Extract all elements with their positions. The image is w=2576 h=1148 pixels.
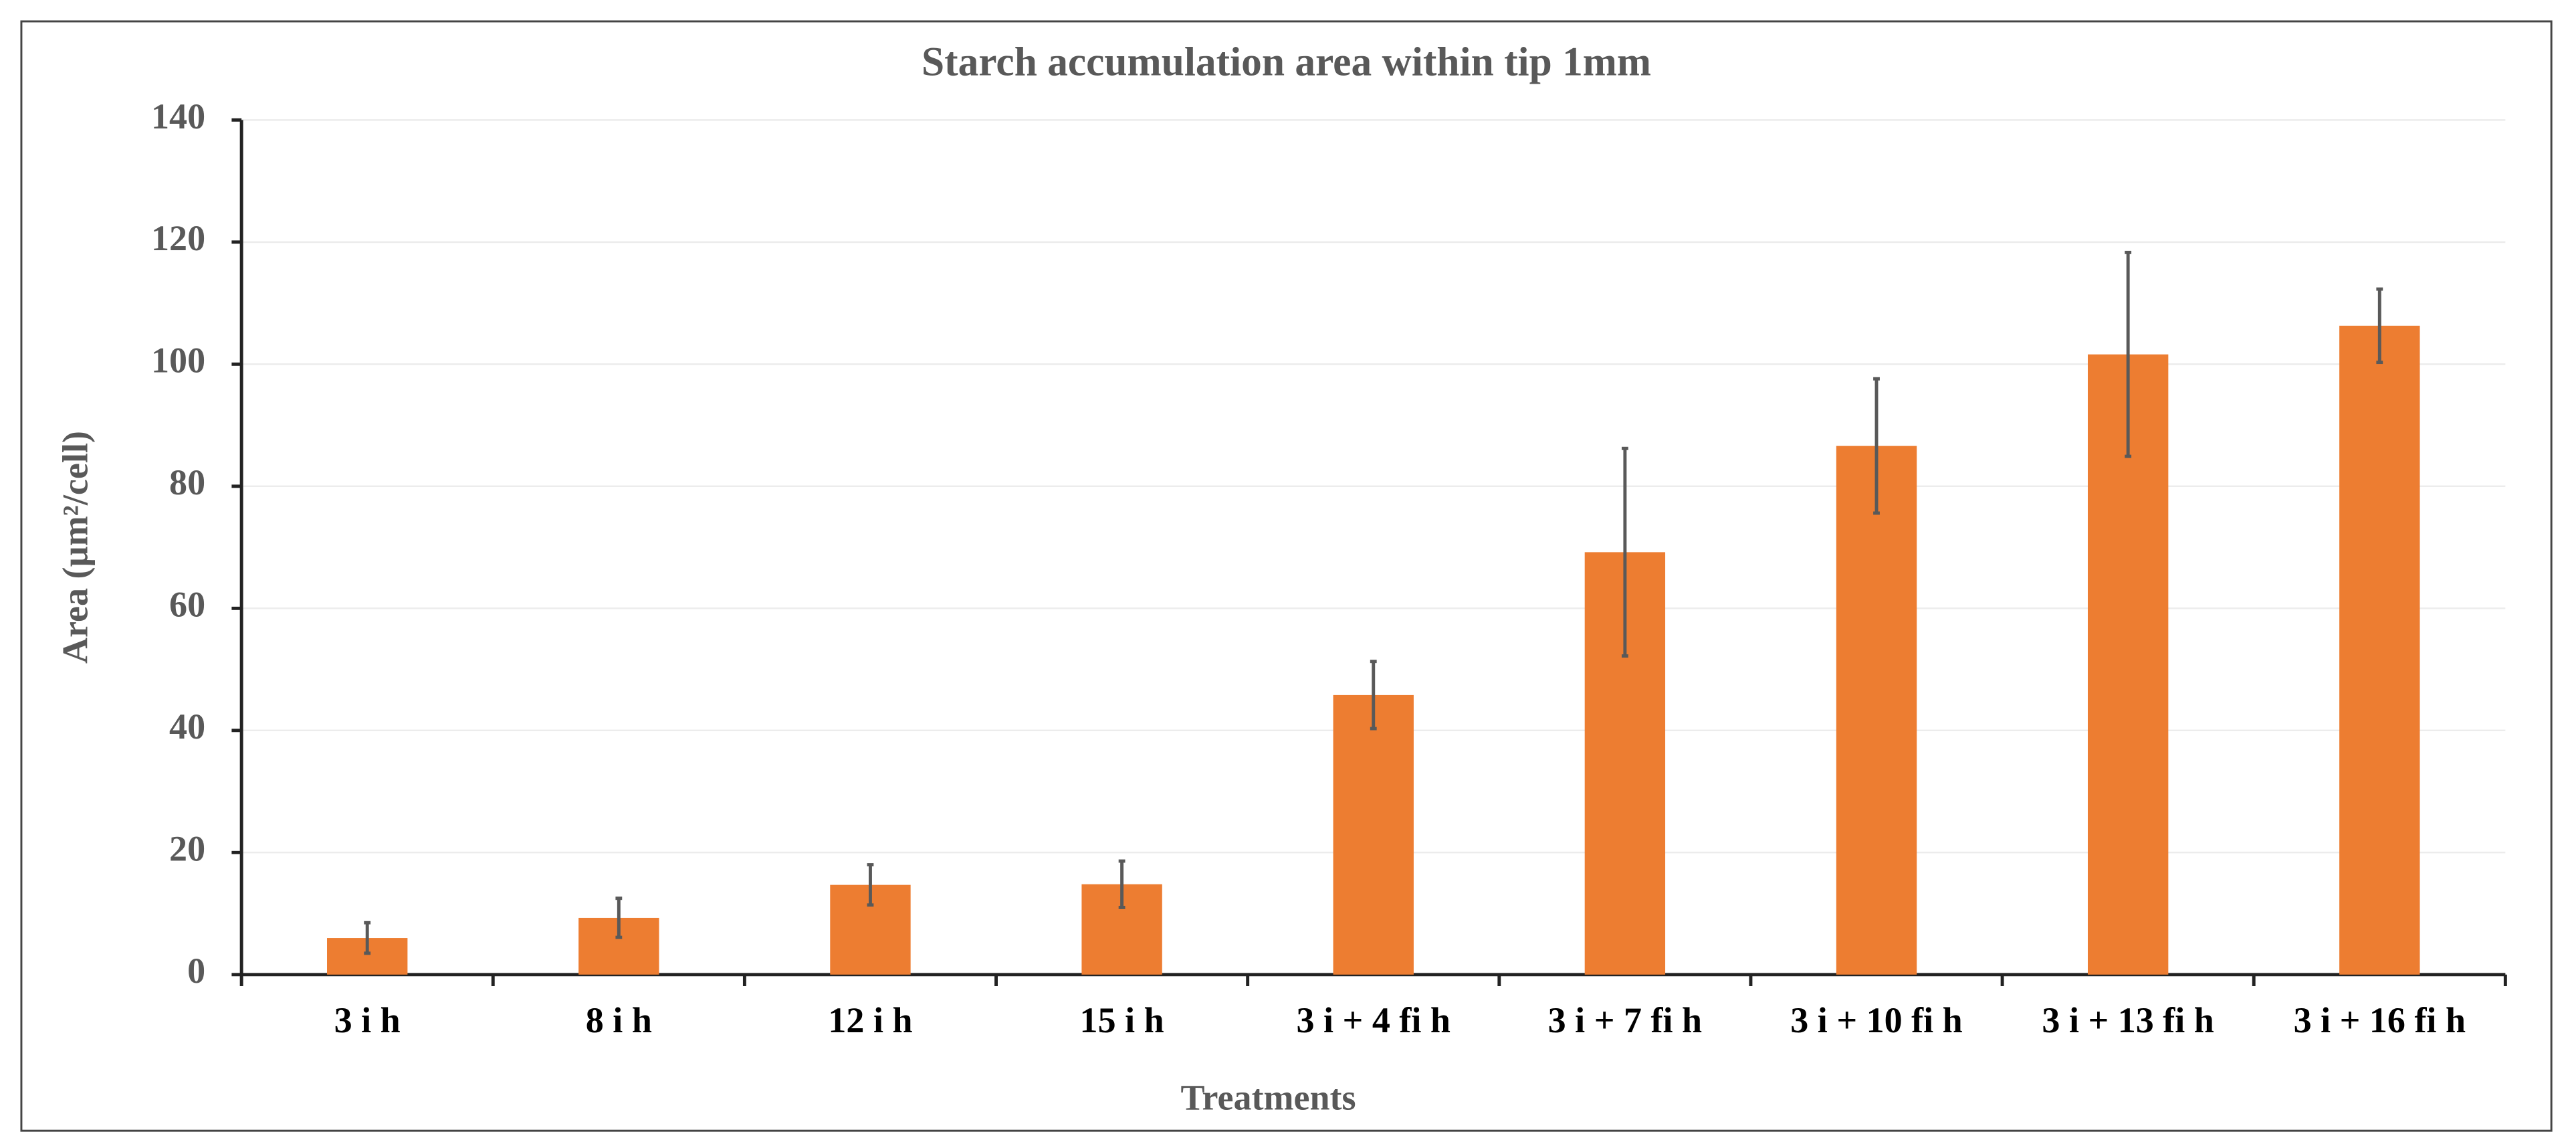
x-tick-label: 3 i + 13 fi h xyxy=(2042,1000,2214,1040)
y-tick-label: 0 xyxy=(187,951,205,991)
bar xyxy=(2339,325,2420,975)
x-tick-label: 8 i h xyxy=(586,1000,652,1040)
y-tick-label: 100 xyxy=(151,341,205,381)
y-axis-title: Area (µm²/cell) xyxy=(55,431,95,664)
chart-title: Starch accumulation area within tip 1mm xyxy=(922,39,1651,84)
x-tick-label: 3 i + 10 fi h xyxy=(1790,1000,1962,1040)
x-tick-label: 3 i + 4 fi h xyxy=(1297,1000,1451,1040)
y-tick-label: 140 xyxy=(151,96,205,136)
y-tick-label: 120 xyxy=(151,218,205,258)
x-tick-label: 3 i + 16 fi h xyxy=(2294,1000,2466,1040)
bar xyxy=(1333,694,1414,975)
x-tick-label: 15 i h xyxy=(1080,1000,1164,1040)
x-tick-label: 3 i h xyxy=(334,1000,401,1040)
y-tick-label: 60 xyxy=(169,585,205,625)
y-tick-label: 80 xyxy=(169,462,205,502)
bar xyxy=(1836,446,1917,975)
x-tick-label: 12 i h xyxy=(828,1000,912,1040)
x-axis-title: Treatments xyxy=(1180,1077,1356,1117)
x-tick-label: 3 i + 7 fi h xyxy=(1548,1000,1702,1040)
y-tick-label: 20 xyxy=(169,829,205,869)
y-tick-label: 40 xyxy=(169,706,205,747)
